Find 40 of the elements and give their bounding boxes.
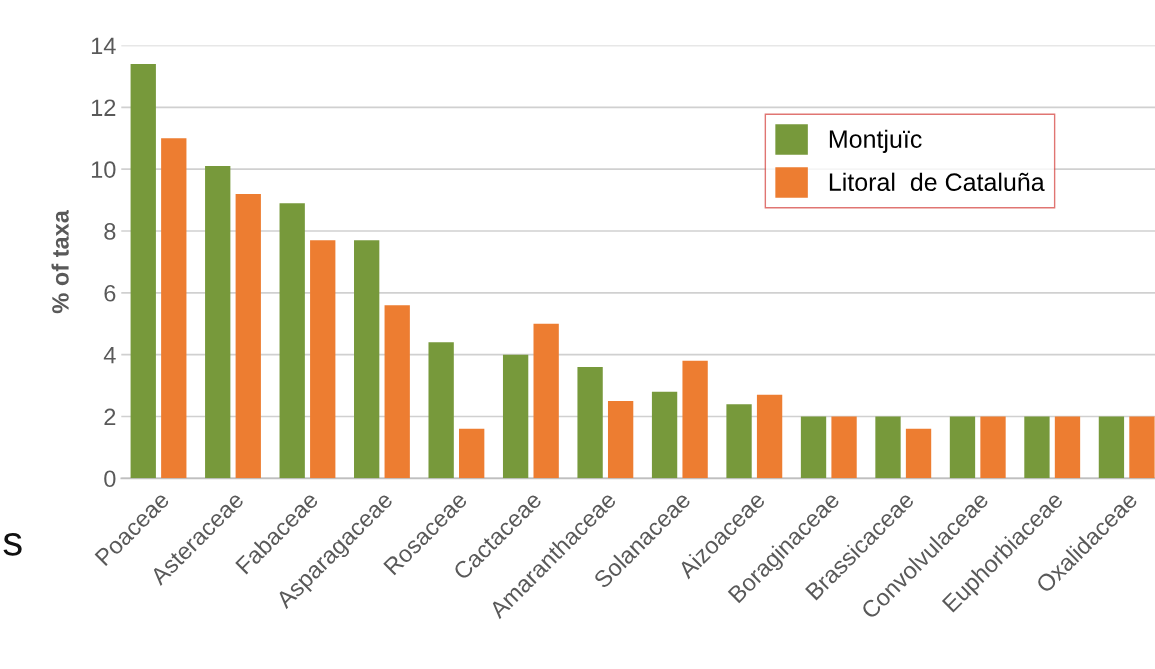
y-tick-label: 0	[104, 470, 116, 488]
bar	[1129, 416, 1155, 479]
legend-label: Montjuïc	[829, 129, 922, 153]
bar	[428, 342, 454, 479]
y-tick-label: 12	[91, 99, 116, 116]
bar	[310, 240, 336, 479]
bar	[726, 404, 752, 479]
bar	[577, 367, 603, 479]
y-tick-label: 10	[91, 161, 116, 178]
legend-label: Litoral de Cataluña	[829, 172, 1045, 192]
bar	[756, 394, 783, 479]
bar	[682, 360, 708, 479]
bar	[235, 193, 261, 479]
bar	[354, 240, 380, 479]
bar	[949, 416, 976, 479]
bar	[651, 391, 678, 479]
y-tick-label: 4	[103, 346, 116, 364]
bar	[1024, 416, 1050, 479]
bar	[1054, 416, 1081, 479]
y-tick-label: 8	[104, 223, 116, 240]
bar	[905, 428, 932, 479]
bar	[279, 203, 305, 479]
bar	[607, 401, 634, 479]
bar	[875, 416, 901, 479]
bar	[800, 416, 827, 479]
y-tick-label: 6	[104, 284, 116, 302]
y-axis-title: % of taxa	[51, 209, 69, 314]
bar	[533, 323, 559, 479]
bar	[980, 416, 1006, 479]
text: s	[3, 532, 22, 556]
y-tick-label: 2	[104, 408, 116, 426]
bar	[502, 354, 529, 479]
y-tick-label: 14	[91, 37, 116, 55]
bar	[1098, 416, 1125, 479]
bar	[130, 64, 156, 479]
bar	[459, 428, 485, 479]
bar	[205, 166, 231, 479]
bar	[161, 138, 187, 479]
bar	[831, 416, 857, 479]
bar	[384, 305, 410, 479]
